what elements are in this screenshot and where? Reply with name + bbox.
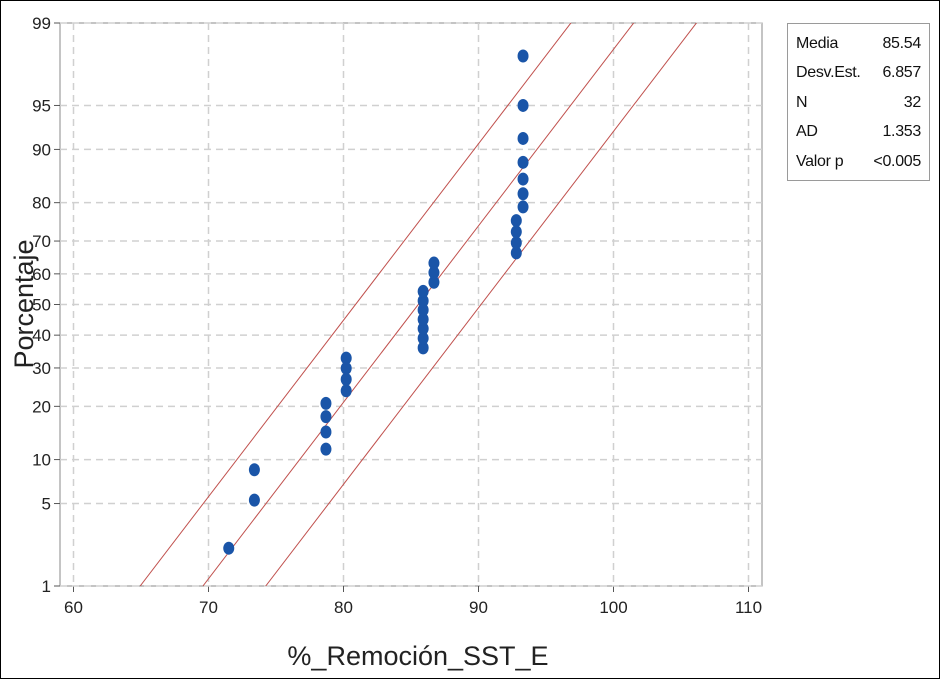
grid-lines: [54, 22, 762, 592]
y-tick-label: 95: [32, 96, 51, 115]
fit-line: [202, 23, 635, 586]
stats-box: Media 85.54 Desv.Est. 6.857 N 32 AD 1.353 Valor …: [787, 23, 930, 181]
stat-label: Media: [796, 34, 839, 52]
data-point: [320, 410, 332, 424]
fit-upper-bound: [265, 23, 698, 586]
stat-value: 1.353: [882, 123, 921, 141]
stat-row: N 32: [796, 88, 921, 118]
stat-row: AD 1.353: [796, 118, 921, 148]
data-point: [510, 214, 522, 228]
data-point: [517, 172, 529, 186]
data-point: [417, 312, 429, 326]
y-tick-label: 90: [32, 140, 51, 159]
fit-lines: [139, 23, 698, 586]
data-point: [340, 351, 352, 365]
x-tick-label: 110: [735, 598, 762, 617]
y-tick-label: 30: [32, 359, 51, 378]
data-points: [223, 49, 529, 555]
x-axis-title: %_Remoción_SST_E: [287, 641, 548, 671]
x-tick-label: 80: [334, 598, 353, 617]
data-point: [417, 341, 429, 355]
data-point: [517, 200, 529, 214]
stat-value: <0.005: [873, 152, 921, 170]
data-point: [340, 361, 352, 375]
data-point: [428, 266, 440, 280]
stat-label: Desv.Est.: [796, 64, 861, 82]
data-point: [517, 98, 529, 112]
data-point: [320, 396, 332, 410]
stat-value: 32: [903, 93, 922, 111]
data-point: [417, 331, 429, 345]
data-point: [517, 131, 529, 145]
data-point: [510, 236, 522, 250]
stat-row: Desv.Est. 6.857: [796, 59, 921, 89]
stat-value: 85.54: [882, 34, 921, 52]
data-point: [517, 187, 529, 201]
data-point: [417, 294, 429, 308]
data-point: [340, 384, 352, 398]
y-tick-label: 40: [32, 326, 51, 345]
x-tick-label: 90: [469, 598, 488, 617]
x-tick-labels: 60 70 80 90 100 110: [64, 598, 762, 617]
x-tick-label: 70: [199, 598, 218, 617]
y-tick-labels: 1 5 10 20 30 40 50 60 70 80 90 95 99: [32, 14, 51, 596]
data-point: [417, 322, 429, 336]
data-point: [428, 256, 440, 270]
data-point: [510, 246, 522, 260]
data-point: [248, 493, 260, 507]
data-point: [248, 463, 260, 477]
y-tick-label: 10: [32, 451, 51, 470]
stat-row: Valor p <0.005: [796, 147, 921, 177]
stat-label: Valor p: [796, 152, 844, 170]
data-point: [223, 541, 235, 555]
y-tick-label: 1: [42, 577, 51, 596]
data-point: [320, 425, 332, 439]
stat-value: 6.857: [882, 64, 921, 82]
data-point: [340, 372, 352, 386]
y-tick-label: 60: [32, 265, 51, 284]
y-axis-title: Porcentaje: [9, 239, 39, 368]
y-tick-label: 20: [32, 397, 51, 416]
data-point: [417, 303, 429, 317]
x-tick-label: 60: [64, 598, 83, 617]
data-point: [320, 442, 332, 456]
data-point: [517, 155, 529, 169]
data-point: [510, 225, 522, 239]
x-tick-label: 100: [599, 598, 627, 617]
stat-label: AD: [796, 123, 818, 141]
data-point: [517, 49, 529, 63]
data-point: [417, 284, 429, 298]
y-tick-label: 80: [32, 194, 51, 213]
stat-label: N: [796, 93, 808, 111]
fit-lower-bound: [139, 23, 572, 586]
y-tick-label: 50: [32, 296, 51, 315]
stat-row: Media 85.54: [796, 29, 921, 59]
y-tick-label: 70: [32, 232, 51, 251]
y-tick-label: 99: [32, 14, 51, 33]
data-point: [428, 275, 440, 289]
y-tick-label: 5: [42, 495, 51, 514]
